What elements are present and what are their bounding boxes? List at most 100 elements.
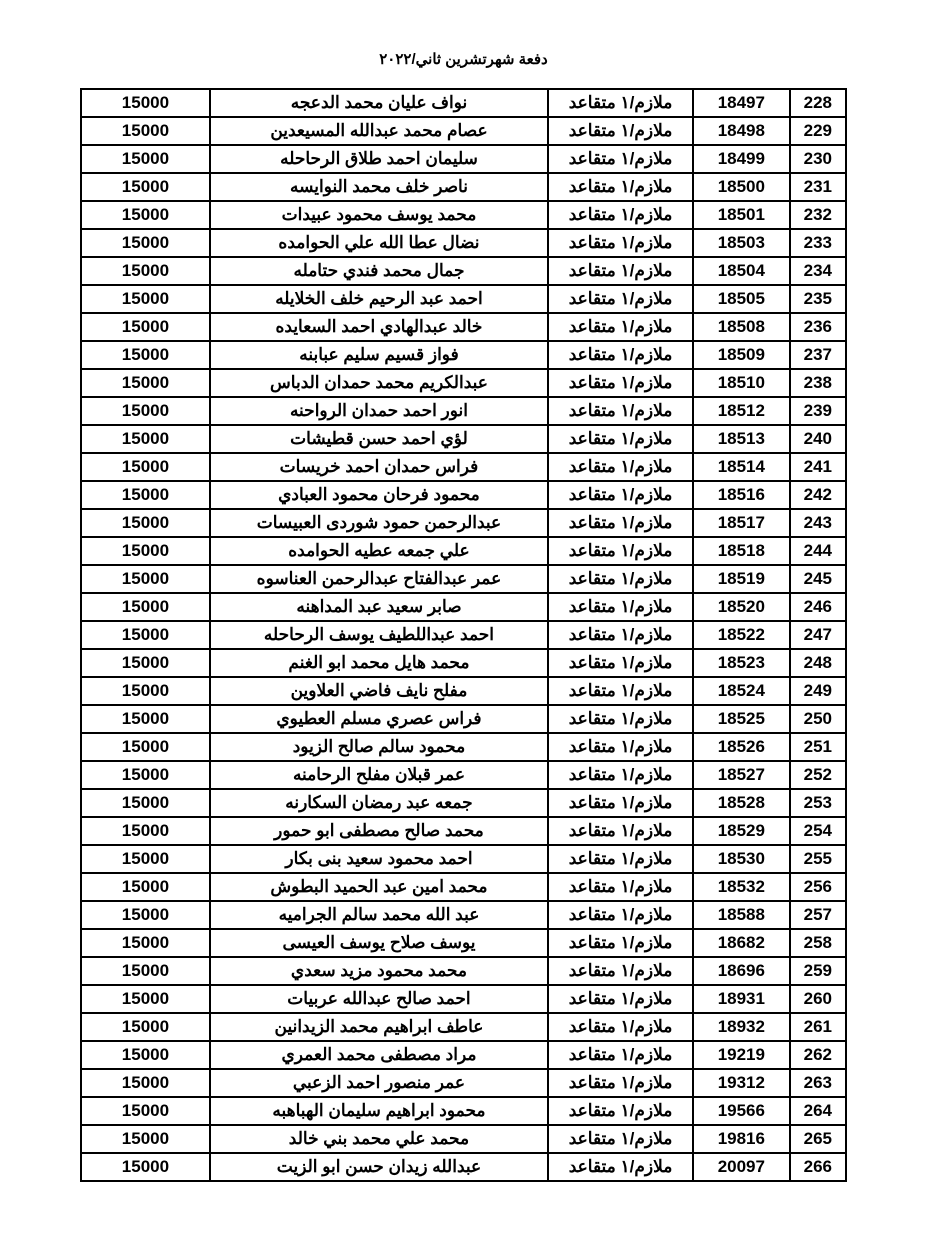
table-row: 24018513ملازم/١ متقاعدلؤي احمد حسن قطيشا…: [81, 425, 846, 453]
table-row: 26519816ملازم/١ متقاعدمحمد علي محمد بني …: [81, 1125, 846, 1153]
cell-amount: 15000: [81, 705, 210, 733]
cell-name: ناصر خلف محمد النوايسه: [210, 173, 548, 201]
cell-seq: 260: [790, 985, 846, 1013]
cell-id: 18501: [693, 201, 790, 229]
cell-name: يوسف صلاح يوسف العيسى: [210, 929, 548, 957]
cell-rank: ملازم/١ متقاعد: [548, 817, 693, 845]
table-row: 23118500ملازم/١ متقاعدناصر خلف محمد النو…: [81, 173, 846, 201]
cell-amount: 15000: [81, 649, 210, 677]
cell-amount: 15000: [81, 761, 210, 789]
cell-rank: ملازم/١ متقاعد: [548, 733, 693, 761]
cell-amount: 15000: [81, 397, 210, 425]
cell-id: 18503: [693, 229, 790, 257]
cell-id: 18696: [693, 957, 790, 985]
cell-amount: 15000: [81, 789, 210, 817]
cell-rank: ملازم/١ متقاعد: [548, 313, 693, 341]
table-row: 25018525ملازم/١ متقاعدفراس عصري مسلم الع…: [81, 705, 846, 733]
cell-seq: 244: [790, 537, 846, 565]
cell-seq: 261: [790, 1013, 846, 1041]
cell-amount: 15000: [81, 425, 210, 453]
cell-rank: ملازم/١ متقاعد: [548, 761, 693, 789]
cell-seq: 263: [790, 1069, 846, 1097]
table-row: 26018931ملازم/١ متقاعداحمد صالح عبدالله …: [81, 985, 846, 1013]
cell-id: 18523: [693, 649, 790, 677]
cell-name: محمود ابراهيم سليمان الهباهبه: [210, 1097, 548, 1125]
cell-seq: 232: [790, 201, 846, 229]
cell-seq: 237: [790, 341, 846, 369]
table-row: 24218516ملازم/١ متقاعدمحمود فرحان محمود …: [81, 481, 846, 509]
cell-amount: 15000: [81, 313, 210, 341]
table-row: 23318503ملازم/١ متقاعدنضال عطا الله علي …: [81, 229, 846, 257]
cell-id: 18932: [693, 1013, 790, 1041]
cell-rank: ملازم/١ متقاعد: [548, 481, 693, 509]
cell-id: 18525: [693, 705, 790, 733]
cell-seq: 231: [790, 173, 846, 201]
cell-seq: 236: [790, 313, 846, 341]
cell-seq: 257: [790, 901, 846, 929]
cell-name: عمر عبدالفتاح عبدالرحمن العناسوه: [210, 565, 548, 593]
table-row: 24518519ملازم/١ متقاعدعمر عبدالفتاح عبدا…: [81, 565, 846, 593]
cell-rank: ملازم/١ متقاعد: [548, 173, 693, 201]
cell-rank: ملازم/١ متقاعد: [548, 929, 693, 957]
cell-name: نضال عطا الله علي الحوامده: [210, 229, 548, 257]
cell-seq: 248: [790, 649, 846, 677]
cell-amount: 15000: [81, 845, 210, 873]
cell-seq: 233: [790, 229, 846, 257]
cell-id: 18514: [693, 453, 790, 481]
cell-id: 18588: [693, 901, 790, 929]
cell-rank: ملازم/١ متقاعد: [548, 1013, 693, 1041]
cell-seq: 238: [790, 369, 846, 397]
cell-name: احمد عبد الرحيم خلف الخلايله: [210, 285, 548, 313]
cell-rank: ملازم/١ متقاعد: [548, 453, 693, 481]
cell-seq: 251: [790, 733, 846, 761]
cell-rank: ملازم/١ متقاعد: [548, 789, 693, 817]
cell-name: محمد صالح مصطفى ابو حمور: [210, 817, 548, 845]
table-row: 24318517ملازم/١ متقاعدعبدالرحمن حمود شور…: [81, 509, 846, 537]
cell-name: نواف عليان محمد الدعجه: [210, 89, 548, 117]
cell-name: فواز قسيم سليم عبابنه: [210, 341, 548, 369]
cell-id: 18528: [693, 789, 790, 817]
table-row: 24818523ملازم/١ متقاعدمحمد هايل محمد ابو…: [81, 649, 846, 677]
cell-id: 18497: [693, 89, 790, 117]
cell-id: 18509: [693, 341, 790, 369]
cell-rank: ملازم/١ متقاعد: [548, 1097, 693, 1125]
cell-name: عصام محمد عبدالله المسيعدين: [210, 117, 548, 145]
cell-amount: 15000: [81, 621, 210, 649]
cell-id: 18499: [693, 145, 790, 173]
table-row: 25218527ملازم/١ متقاعدعمر قبلان مفلح الر…: [81, 761, 846, 789]
cell-amount: 15000: [81, 201, 210, 229]
cell-id: 18519: [693, 565, 790, 593]
cell-seq: 250: [790, 705, 846, 733]
table-row: 22918498ملازم/١ متقاعدعصام محمد عبدالله …: [81, 117, 846, 145]
cell-id: 18530: [693, 845, 790, 873]
cell-id: 18513: [693, 425, 790, 453]
cell-name: محمود فرحان محمود العبادي: [210, 481, 548, 509]
cell-seq: 254: [790, 817, 846, 845]
cell-seq: 255: [790, 845, 846, 873]
cell-id: 18516: [693, 481, 790, 509]
cell-id: 18510: [693, 369, 790, 397]
cell-name: سليمان احمد طلاق الرحاحله: [210, 145, 548, 173]
cell-name: صابر سعيد عبد المداهنه: [210, 593, 548, 621]
cell-name: مراد مصطفى محمد العمري: [210, 1041, 548, 1069]
cell-rank: ملازم/١ متقاعد: [548, 649, 693, 677]
table-row: 25118526ملازم/١ متقاعدمحمود سالم صالح ال…: [81, 733, 846, 761]
cell-id: 19312: [693, 1069, 790, 1097]
table-row: 23518505ملازم/١ متقاعداحمد عبد الرحيم خل…: [81, 285, 846, 313]
cell-id: 18500: [693, 173, 790, 201]
cell-name: عاطف ابراهيم محمد الزيدانين: [210, 1013, 548, 1041]
table-row: 25618532ملازم/١ متقاعدمحمد امين عبد الحم…: [81, 873, 846, 901]
cell-seq: 241: [790, 453, 846, 481]
cell-amount: 15000: [81, 1069, 210, 1097]
cell-amount: 15000: [81, 89, 210, 117]
cell-id: 18498: [693, 117, 790, 145]
cell-name: انور احمد حمدان الرواحنه: [210, 397, 548, 425]
cell-name: عبد الله محمد سالم الجراميه: [210, 901, 548, 929]
table-row: 25518530ملازم/١ متقاعداحمد محمود سعيد بن…: [81, 845, 846, 873]
cell-id: 18517: [693, 509, 790, 537]
cell-seq: 245: [790, 565, 846, 593]
cell-amount: 15000: [81, 341, 210, 369]
cell-id: 18508: [693, 313, 790, 341]
table-row: 24918524ملازم/١ متقاعدمفلح نايف فاضي الع…: [81, 677, 846, 705]
table-row: 23618508ملازم/١ متقاعدخالد عبدالهادي احم…: [81, 313, 846, 341]
